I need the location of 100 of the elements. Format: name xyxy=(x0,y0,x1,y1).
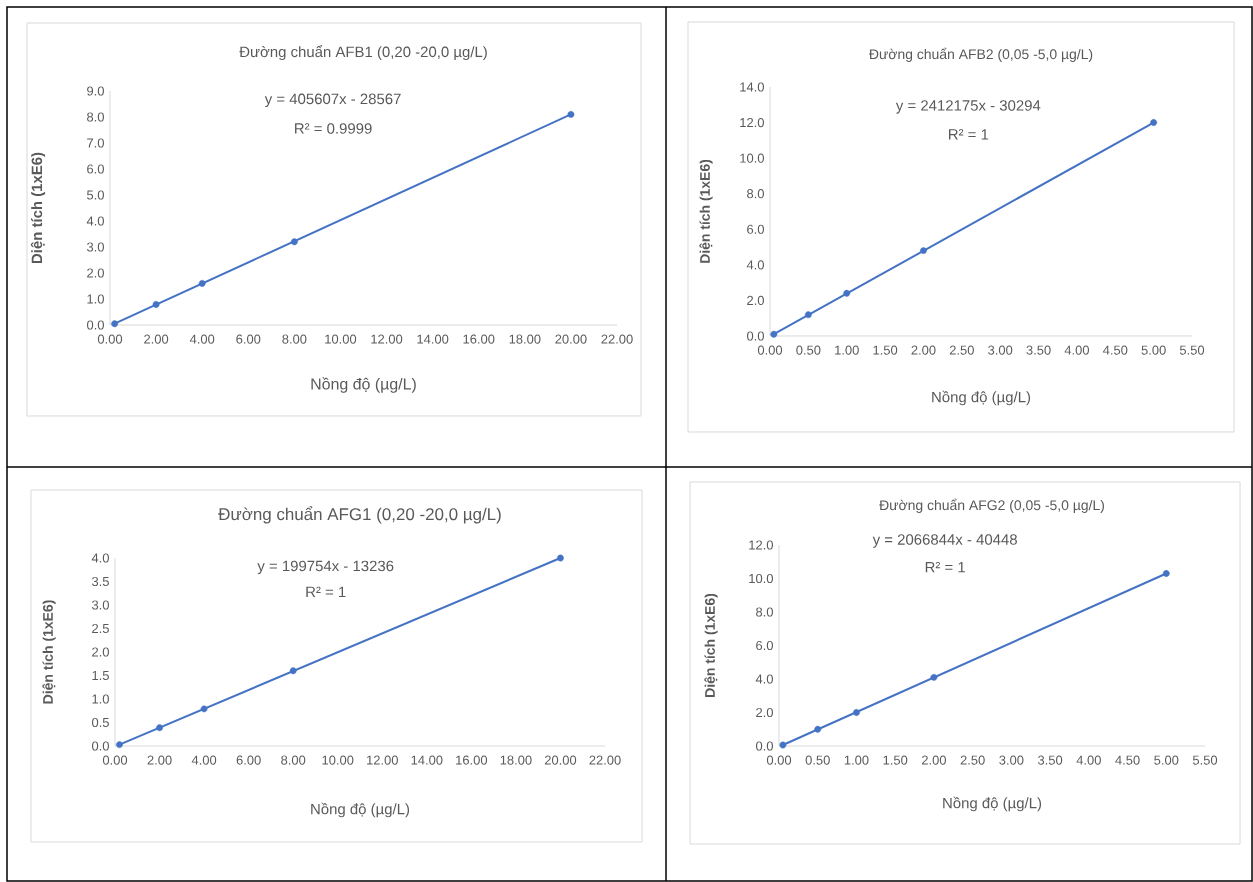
y-tick-label: 4.0 xyxy=(746,260,764,270)
y-tick-label: 8.0 xyxy=(747,189,764,199)
point xyxy=(200,705,208,713)
point xyxy=(804,311,812,319)
annotation: y = 405607x - 28567 xyxy=(264,93,401,108)
x-tick-label: 2.00 xyxy=(921,755,947,765)
x-tick-label: 3.00 xyxy=(988,345,1013,355)
point xyxy=(289,667,297,675)
x-tick-label: 2.50 xyxy=(960,755,985,765)
y-tick-label: 8.0 xyxy=(756,607,773,617)
point xyxy=(290,238,298,246)
point xyxy=(770,330,778,338)
y-tick-label: 8.0 xyxy=(87,112,104,122)
y-tick-label: 2.0 xyxy=(756,707,773,718)
x-tick-label: 4.50 xyxy=(1115,755,1140,765)
y-tick-label: 2.0 xyxy=(87,268,104,278)
x-tick-label: 0.00 xyxy=(102,755,128,765)
annotation: y = 2412175x - 30294 xyxy=(895,100,1041,114)
y-tick-label: 6.0 xyxy=(87,164,104,174)
annotation: y = 2066844x - 40448 xyxy=(872,534,1017,548)
x-tick-label: 2.00 xyxy=(144,334,169,344)
x-tick-label: 0.50 xyxy=(796,345,821,355)
x-tick-label: 1.50 xyxy=(873,345,898,355)
y-axis-title: Diện tích (1xE6) xyxy=(699,159,713,263)
y-tick-label: 12.0 xyxy=(749,540,773,550)
chart-title: Đường chuẩn AFB1 (0,20 -20,0 µg/L) xyxy=(239,44,487,61)
x-tick-label: 2.00 xyxy=(147,755,172,765)
x-tick-label: 5.00 xyxy=(1141,345,1166,355)
y-axis-title: Diện tích (1xE6) xyxy=(30,152,46,264)
x-tick-label: 14.00 xyxy=(417,334,449,344)
x-tick-label: 20.00 xyxy=(555,334,587,344)
y-tick-label: 5.0 xyxy=(86,190,104,200)
y-tick-label: 10.0 xyxy=(740,153,764,163)
y-tick-label: 6.0 xyxy=(747,224,764,234)
y-tick-label: 9.0 xyxy=(87,86,104,96)
annotation: y = 199754x - 13236 xyxy=(257,560,394,575)
y-tick-label: 2.0 xyxy=(92,647,109,657)
x-tick-label: 4.00 xyxy=(191,755,217,765)
y-tick-label: 0.0 xyxy=(91,741,109,751)
x-axis-title: Nồng độ (µg/L) xyxy=(311,377,416,393)
y-tick-label: 0.0 xyxy=(746,331,764,341)
y-tick-label: 7.0 xyxy=(87,138,104,148)
x-tick-label: 1.00 xyxy=(844,755,869,765)
y-tick-label: 6.0 xyxy=(756,640,773,651)
chart-title: Đường chuẩn AFB2 (0,05 -5,0 µg/L) xyxy=(868,47,1093,62)
y-tick-label: 3.5 xyxy=(91,576,109,587)
y-axis-title: Diện tích (1xE6) xyxy=(704,593,718,697)
point xyxy=(1162,570,1170,577)
x-tick-label: 8.00 xyxy=(282,334,307,344)
x-axis-title: Nồng độ (µg/L) xyxy=(311,802,410,818)
x-tick-label: 16.00 xyxy=(463,334,495,344)
x-tick-label: 10.00 xyxy=(322,755,354,765)
point xyxy=(930,673,938,681)
x-tick-label: 6.00 xyxy=(236,334,261,344)
x-tick-label: 3.50 xyxy=(1037,755,1063,765)
y-tick-label: 1.5 xyxy=(92,670,109,681)
y-tick-label: 1.0 xyxy=(92,694,109,704)
y-tick-label: 0.5 xyxy=(91,717,109,728)
y-axis-title: Diện tích (1xE6) xyxy=(42,600,56,704)
y-tick-label: 2.5 xyxy=(92,623,109,634)
x-axis-title: Nồng độ (µg/L) xyxy=(932,390,1031,406)
x-tick-label: 18.00 xyxy=(500,755,532,765)
y-tick-label: 4.0 xyxy=(86,216,104,226)
y-tick-label: 0.0 xyxy=(755,741,773,751)
point xyxy=(779,741,787,749)
x-tick-label: 4.00 xyxy=(1076,755,1101,765)
x-tick-label: 0.00 xyxy=(757,345,783,355)
x-tick-label: 4.00 xyxy=(1064,345,1090,355)
x-tick-label: 10.00 xyxy=(325,334,357,344)
y-tick-label: 0.0 xyxy=(86,320,104,330)
x-tick-label: 20.00 xyxy=(544,755,577,765)
annotation: R² = 0.9999 xyxy=(295,123,372,134)
point xyxy=(843,289,851,297)
x-tick-label: 2.00 xyxy=(911,345,936,355)
annotation: R² = 1 xyxy=(949,129,989,140)
point xyxy=(557,554,564,562)
x-tick-label: 0.00 xyxy=(766,755,792,765)
x-tick-label: 1.00 xyxy=(835,345,859,355)
point xyxy=(198,280,206,287)
y-tick-label: 12.0 xyxy=(740,117,764,128)
y-tick-label: 14.0 xyxy=(740,82,764,92)
y-tick-label: 2.0 xyxy=(747,295,764,306)
x-tick-label: 18.00 xyxy=(509,334,541,344)
y-tick-label: 3.0 xyxy=(86,242,104,252)
x-tick-label: 5.50 xyxy=(1192,755,1218,765)
point xyxy=(853,709,860,716)
x-tick-label: 12.00 xyxy=(371,334,403,344)
point xyxy=(1150,119,1158,126)
y-tick-label: 4.0 xyxy=(755,674,773,684)
x-tick-label: 4.00 xyxy=(189,334,215,344)
x-tick-label: 3.50 xyxy=(1026,345,1051,355)
x-tick-label: 0.00 xyxy=(97,334,123,344)
point xyxy=(111,320,119,328)
x-axis-title: Nồng độ (µg/L) xyxy=(943,796,1042,812)
chart-title: Đường chuẩn AFG1 (0,20 -20,0 µg/L) xyxy=(218,506,501,524)
x-tick-label: 3.00 xyxy=(999,755,1024,765)
x-tick-label: 5.00 xyxy=(1154,755,1179,765)
point xyxy=(567,111,575,118)
x-tick-label: 8.00 xyxy=(281,755,306,765)
x-tick-label: 2.50 xyxy=(949,345,974,355)
